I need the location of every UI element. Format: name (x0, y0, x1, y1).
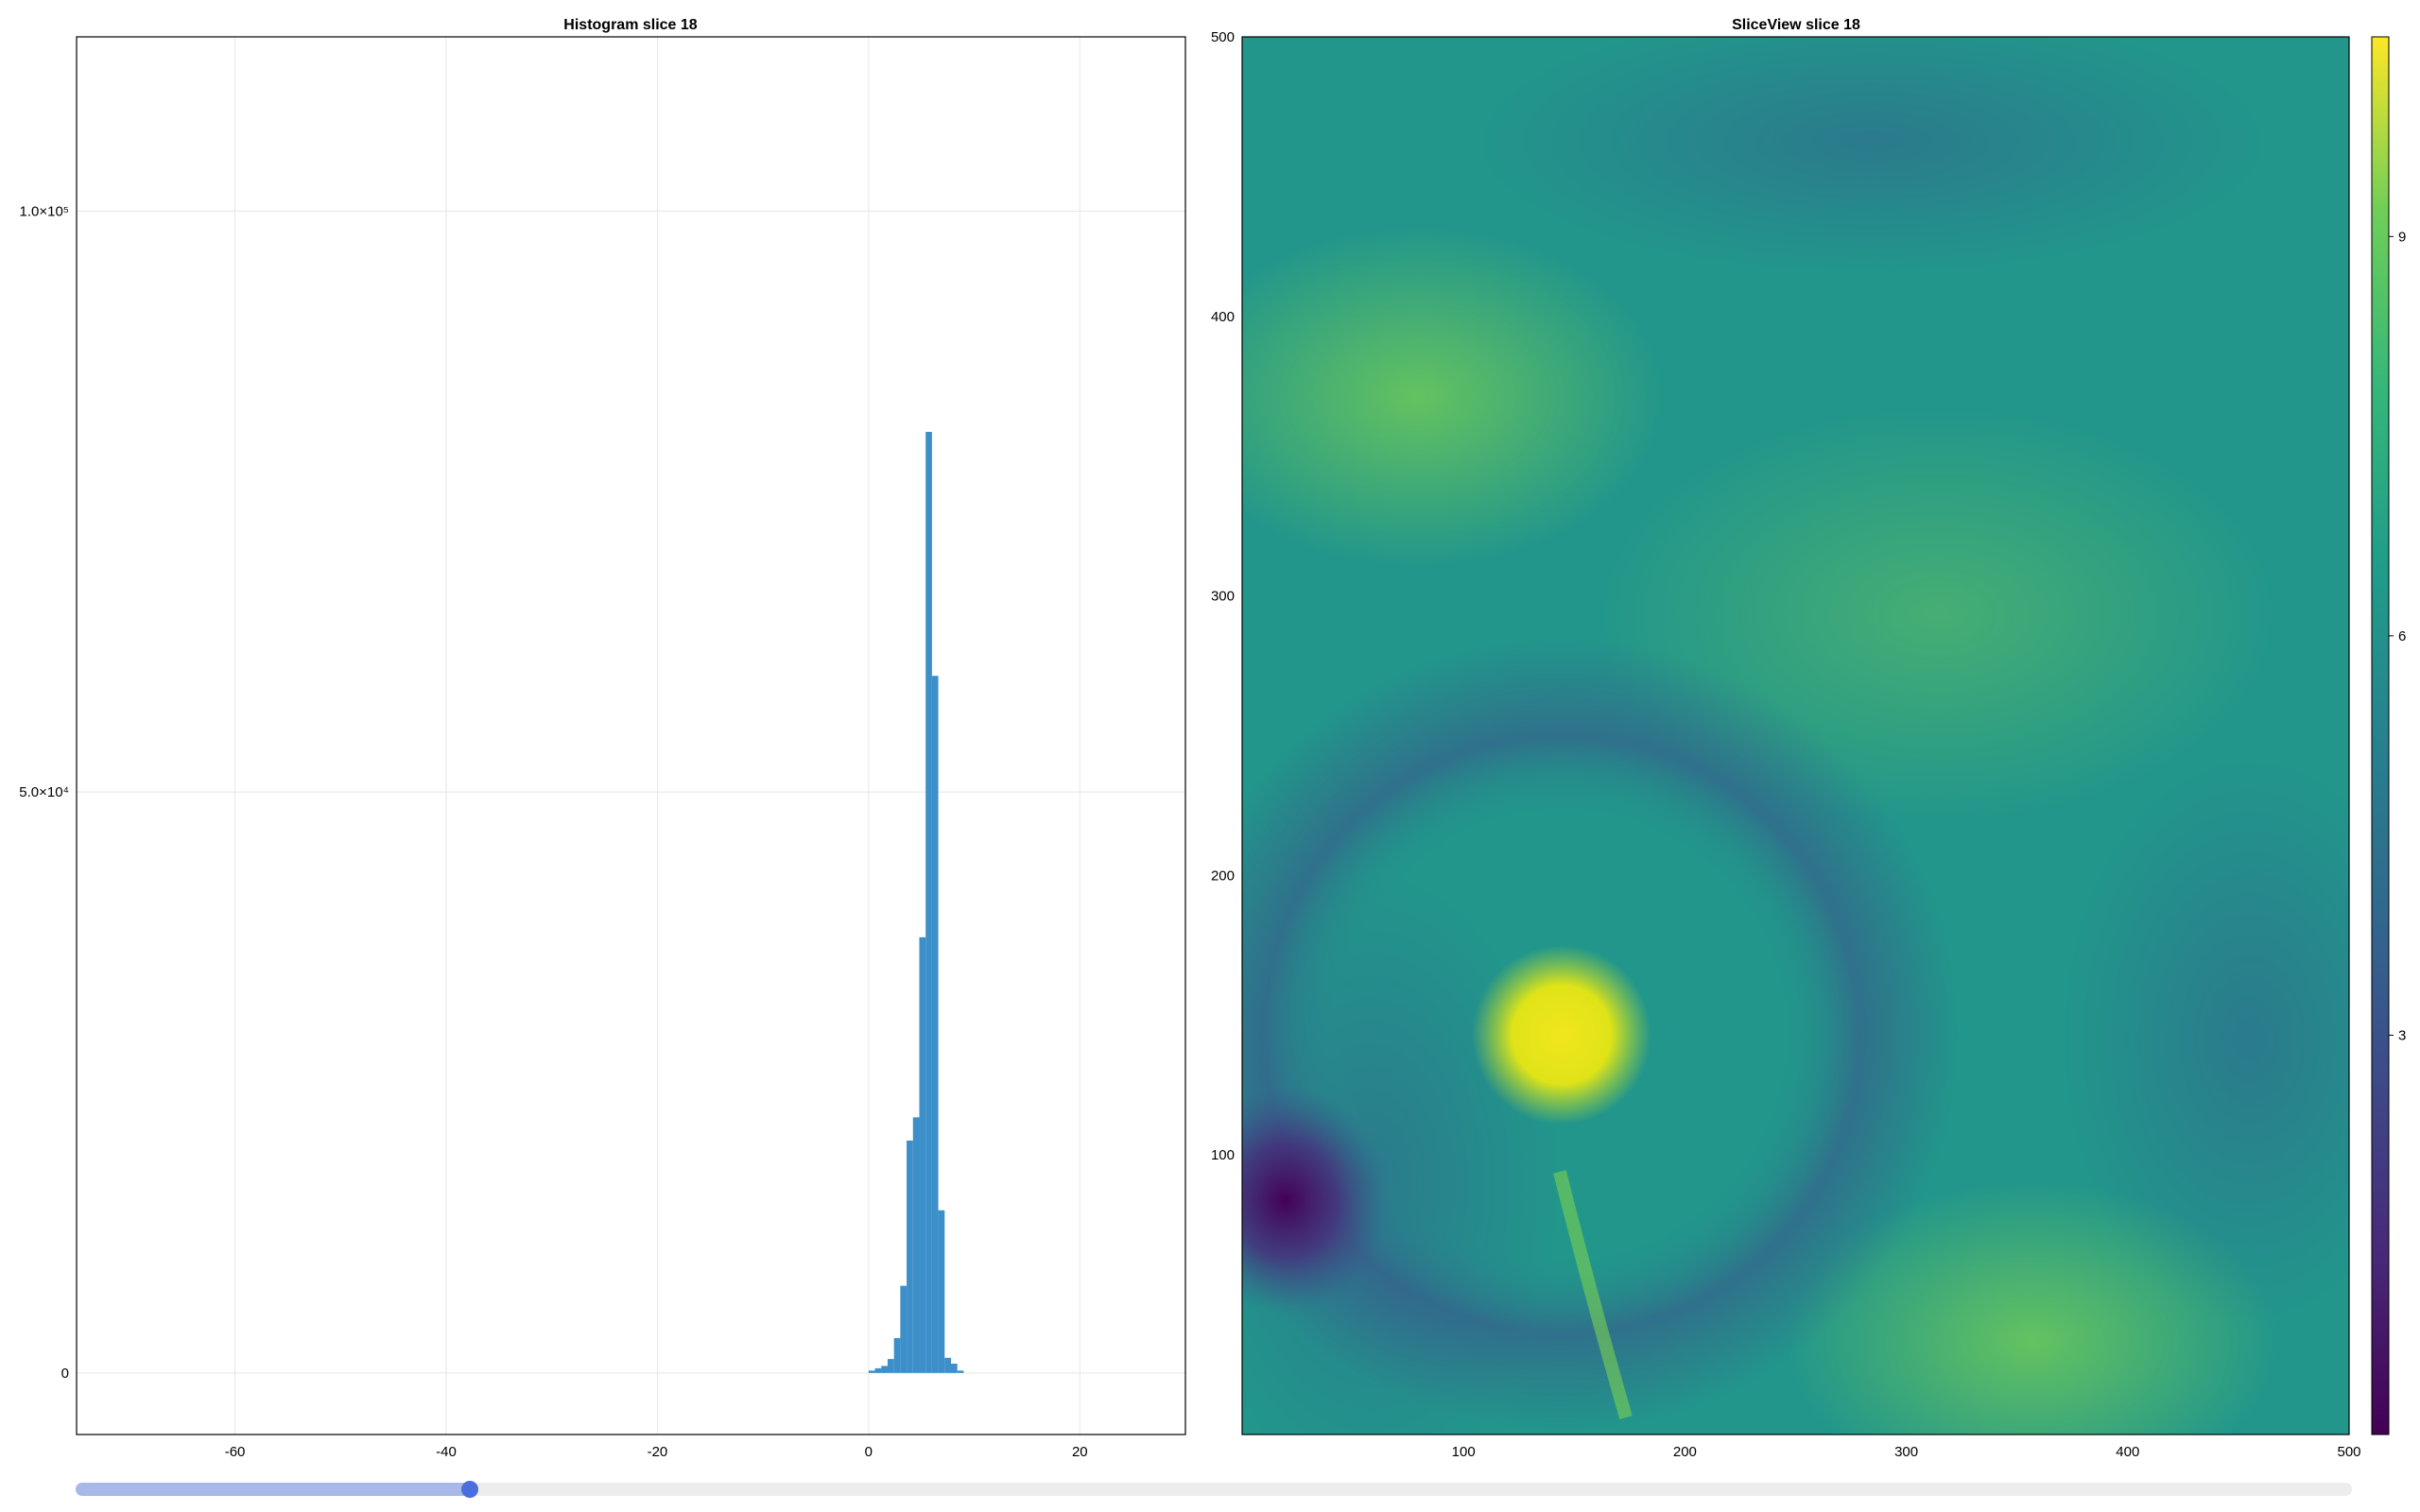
histogram-x-tick-label: -20 (648, 1444, 668, 1460)
histogram-frame (76, 36, 1186, 1435)
histogram-bar (931, 676, 939, 1373)
heatmap-x-tick-label: 400 (2116, 1444, 2139, 1460)
sliceview-title: SliceView slice 18 (1732, 17, 1860, 33)
histogram-bar (881, 1366, 888, 1373)
slice-slider[interactable] (76, 1481, 2352, 1498)
histogram-x-tick-label: -40 (436, 1444, 457, 1460)
heatmap-x-tick-label: 200 (1673, 1444, 1697, 1460)
histogram-bar (893, 1337, 901, 1373)
histogram-grid (77, 37, 1185, 1435)
histogram-title: Histogram slice 18 (563, 17, 698, 33)
sliceview-image[interactable] (1165, 9, 2420, 1503)
histogram-bar (868, 1370, 875, 1373)
heatmap-low-region (1242, 1087, 1390, 1314)
colorbar-tick-label: 6 (2398, 628, 2406, 644)
heatmap-y-tick-label: 300 (1211, 589, 1235, 605)
heatmap-y-tick-label: 100 (1211, 1147, 1235, 1163)
heatmap-x-ticks: 100 200 300 400 500 (1452, 1444, 2361, 1460)
histogram-y-tick-label: 0 (61, 1366, 69, 1382)
histogram-x-ticks: -60 -40 -20 0 20 (225, 1444, 1088, 1460)
histogram-x-tick-label: -60 (225, 1444, 246, 1460)
histogram-bar (907, 1140, 913, 1373)
heatmap-x-tick-label: 100 (1452, 1444, 1476, 1460)
histogram-y-ticks: 0 5.0×10⁴ 1.0×10⁵ (19, 203, 69, 1381)
histogram-panel: Histogram slice 18 -60 -40 -20 0 20 0 5.0×10⁴… (19, 17, 1186, 1460)
heatmap-y-tick-label: 400 (1211, 309, 1235, 325)
heatmap-dark-band (2061, 756, 2349, 1323)
heatmap-bright-band (1242, 227, 1664, 567)
histogram-bar (957, 1370, 964, 1373)
histogram-bar (950, 1364, 958, 1373)
histogram-bar (874, 1367, 882, 1373)
histogram-x-tick-label: 0 (865, 1444, 873, 1460)
histogram-bar (900, 1285, 908, 1373)
heatmap-eye (1472, 945, 1651, 1125)
slice-slider-fill (76, 1483, 470, 1496)
histogram-bar (938, 1210, 945, 1373)
sliceview-panel: SliceView slice 18 100 200 300 400 500 100 20… (1165, 9, 2420, 1503)
histogram-y-tick-label: 5.0×10⁴ (19, 784, 69, 800)
colorbar-tick-label: 3 (2398, 1027, 2406, 1043)
heatmap-x-tick-label: 500 (2337, 1444, 2360, 1460)
histogram-x-tick-label: 20 (1072, 1444, 1088, 1460)
histogram-bars (868, 432, 964, 1373)
colorbar-tick-label: 9 (2398, 229, 2406, 245)
slice-slider-knob[interactable] (460, 1481, 478, 1498)
colorbar (2371, 36, 2390, 1435)
histogram-bar (944, 1357, 951, 1373)
histogram-y-tick-label: 1.0×10⁵ (19, 203, 69, 219)
heatmap-frame (1241, 36, 2350, 1435)
heatmap-x-tick-label: 300 (1894, 1444, 1918, 1460)
heatmap-rainband-streak (1553, 1170, 1633, 1419)
histogram-bar (925, 432, 932, 1373)
heatmap-dark-band (1475, 37, 2269, 274)
histogram-bar (887, 1359, 894, 1373)
histogram-bar (919, 936, 926, 1373)
heatmap-y-tick-label: 500 (1211, 29, 1235, 45)
heatmap-y-ticks: 100 200 300 400 500 (1211, 29, 1235, 1163)
heatmap-y-tick-label: 200 (1211, 868, 1235, 884)
histogram-bar (912, 1117, 920, 1373)
colorbar-ticks: 3 6 9 (2389, 229, 2406, 1043)
